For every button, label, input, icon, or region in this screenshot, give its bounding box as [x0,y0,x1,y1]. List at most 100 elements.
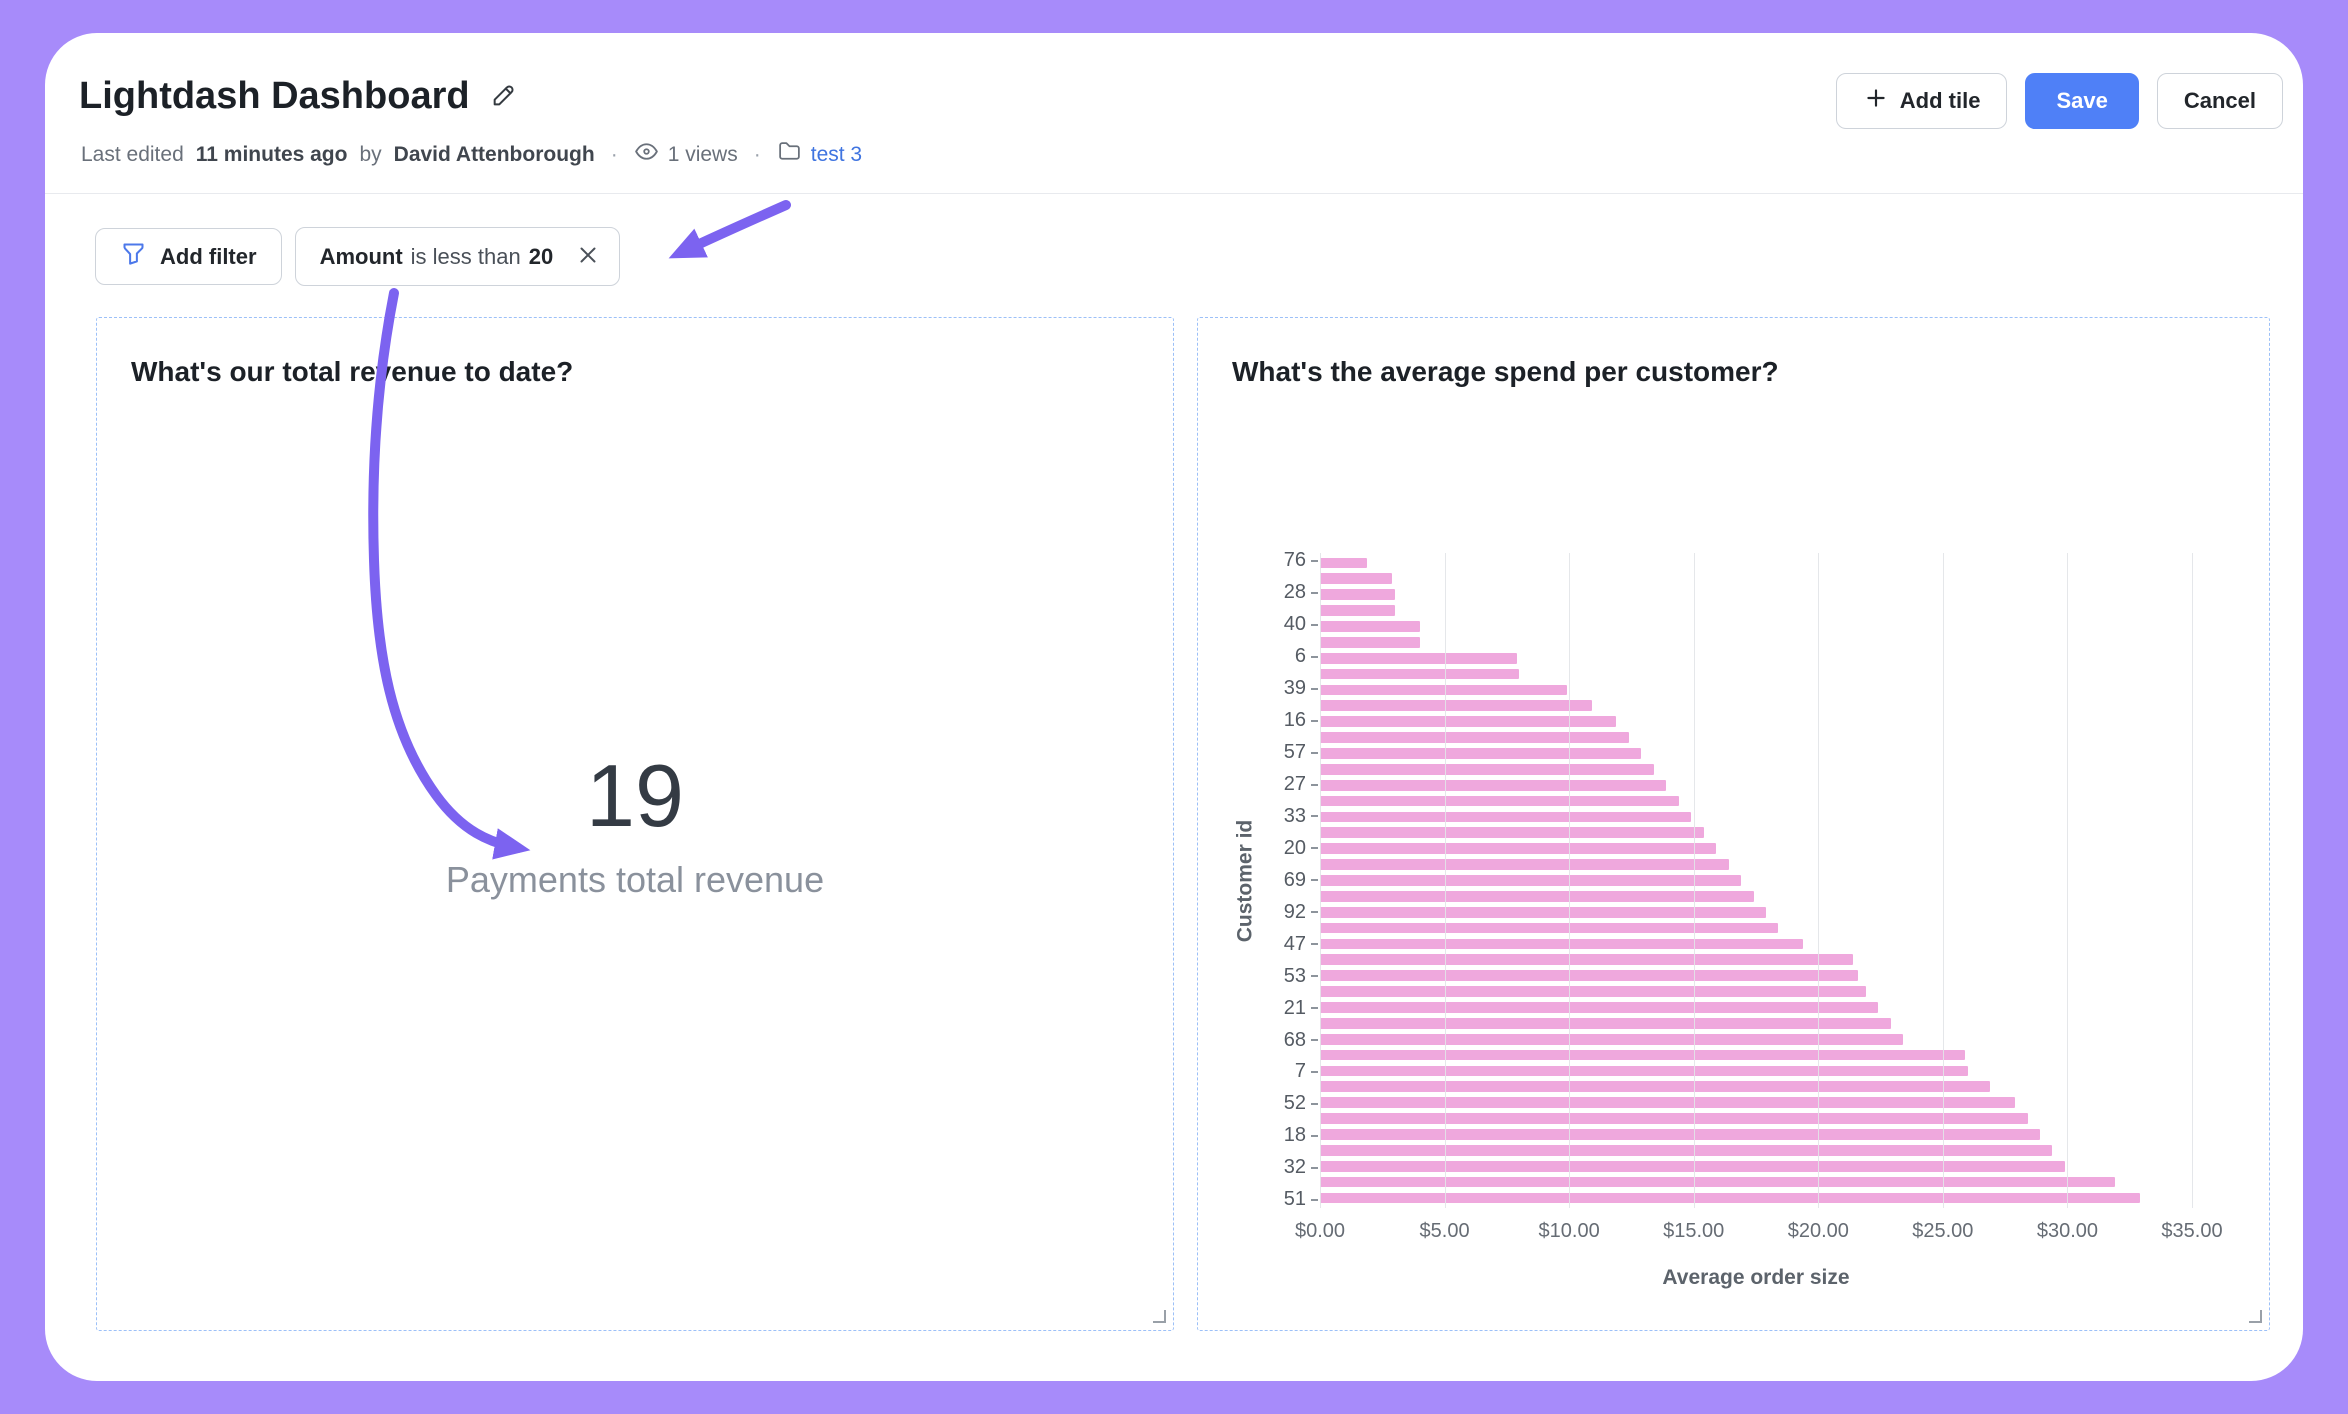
add-tile-button[interactable]: Add tile [1835,73,2008,129]
filter-funnel-icon [120,240,147,273]
bar [1320,906,1766,918]
gridline [1320,553,1321,1208]
separator-dot: · [753,142,761,166]
bar [1320,1017,1891,1029]
bar [1320,1113,2028,1124]
x-tick-label: $10.00 [1538,1220,1600,1242]
y-tick-label: 27 [1283,773,1306,796]
y-tick-mark [1311,1102,1318,1105]
gridline [1942,553,1944,1208]
bar [1320,636,1420,648]
y-tick-mark [1311,623,1318,626]
big-number-block: 19 Payments total revenue [97,747,1173,901]
y-tick-label: 40 [1283,613,1306,636]
bar [1320,1160,2065,1172]
gridline [2192,553,2193,1208]
bar [1320,875,1742,886]
bar [1320,763,1654,775]
bar [1320,621,1420,632]
y-tick-mark [1311,751,1318,754]
filter-chip-amount[interactable]: Amount is less than 20 [294,227,621,286]
y-tick-label: 32 [1283,1156,1306,1179]
y-tick-label: 57 [1283,741,1306,764]
y-tick-label: 16 [1283,709,1306,732]
page-title: Lightdash Dashboard [79,75,470,117]
bar [1320,859,1729,870]
tile-resize-handle[interactable] [2249,1310,2262,1323]
last-edited-time: 11 minutes ago [195,142,348,166]
tile-total-revenue: What's our total revenue to date? 19 Pay… [96,317,1174,1331]
bar [1320,1049,1966,1061]
bar [1320,795,1679,807]
filter-bar: Add filter Amount is less than 20 [95,227,621,286]
y-tick-mark [1311,559,1318,562]
y-tick-label: 68 [1283,1028,1306,1051]
bar [1320,986,1866,997]
tile-title: What's our total revenue to date? [131,356,574,387]
pencil-icon [490,81,518,112]
bar [1320,1176,2115,1188]
bar [1320,922,1779,934]
y-tick-mark [1311,975,1318,978]
y-tick-mark [1311,1198,1318,1201]
header-divider [45,193,2303,194]
y-tick-mark [1311,911,1318,914]
bar [1320,1002,1879,1013]
y-tick-mark [1311,879,1318,882]
bar [1320,779,1667,791]
header: Lightdash Dashboard [79,75,518,118]
cancel-button[interactable]: Cancel [2156,73,2283,129]
views-count: 1 views [667,142,738,166]
filter-field: Amount [319,243,403,269]
y-tick-label: 33 [1283,804,1306,827]
bar [1320,573,1393,585]
bar [1320,668,1520,680]
filter-value: 20 [528,243,554,269]
chart-x-axis-title: Average order size [1662,1266,1850,1289]
y-tick-mark [1311,591,1318,594]
y-tick-mark [1311,1134,1318,1137]
bar [1320,605,1395,616]
y-tick-label: 69 [1283,868,1306,891]
dashboard-card: Lightdash Dashboard Last edited 11 minut… [45,33,2303,1381]
close-icon [575,242,601,271]
add-tile-label: Add tile [1899,88,1981,113]
dashboard-meta: Last edited 11 minutes ago by David Atte… [81,139,862,170]
y-tick-label: 51 [1283,1188,1306,1211]
tile-title: What's the average spend per customer? [1232,356,1779,387]
chart-plot-area [1320,553,2193,1208]
edit-title-button[interactable] [490,81,518,112]
y-tick-label: 7 [1294,1060,1306,1083]
bar [1320,827,1704,839]
views-group: 1 views [634,139,738,170]
y-tick-mark [1311,847,1318,850]
remove-filter-button[interactable] [575,242,601,271]
x-tick-label: $25.00 [1912,1220,1974,1242]
bar [1320,1129,2041,1140]
chart-y-axis-title: Customer id [1233,819,1257,942]
bar [1320,954,1854,966]
y-tick-mark [1311,1007,1318,1010]
bar [1320,732,1629,743]
chart-y-axis: 76 28 40 6 39 16 57 27 33 20 69 92 47 53 21 68 7 52 18 32 51 [1260,549,1318,1211]
chart-bars [1320,553,2192,1208]
y-tick-label: 92 [1283,900,1306,923]
y-tick-mark [1311,1039,1318,1042]
tile-resize-handle[interactable] [1153,1310,1166,1323]
add-filter-button[interactable]: Add filter [95,228,282,285]
y-tick-mark [1311,1070,1318,1073]
bar [1320,716,1617,728]
bar [1320,684,1567,696]
gridline [1693,553,1695,1208]
bar [1320,1192,2140,1204]
space-link[interactable]: test 3 [810,142,863,166]
bar [1320,557,1368,569]
y-tick-label: 28 [1283,581,1306,604]
save-button[interactable]: Save [2025,73,2139,129]
big-number-label: Payments total revenue [445,858,825,900]
y-tick-label: 39 [1283,677,1306,700]
y-tick-label: 18 [1283,1124,1306,1147]
y-tick-label: 20 [1283,836,1306,859]
bar [1320,1065,1968,1077]
y-tick-label: 76 [1283,549,1306,572]
